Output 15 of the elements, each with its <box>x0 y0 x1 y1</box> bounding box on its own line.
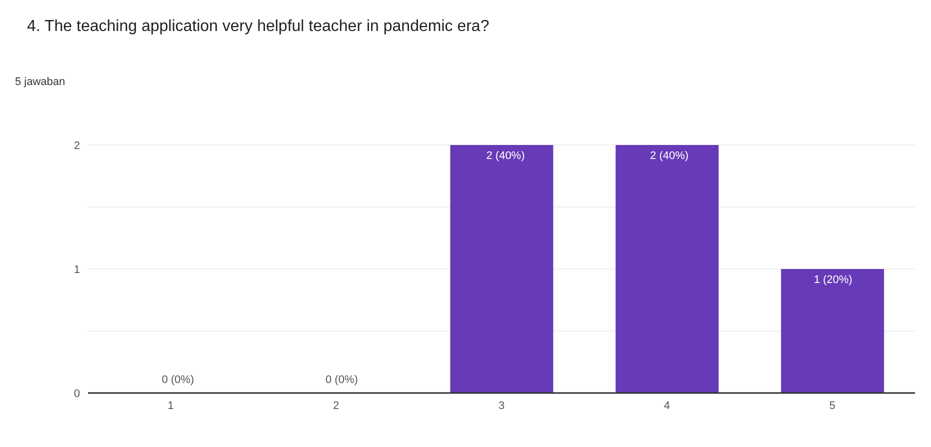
x-tick-label: 4 <box>664 400 670 412</box>
x-tick-label: 5 <box>829 400 836 412</box>
x-tick-label: 3 <box>498 400 505 412</box>
y-tick-label: 0 <box>74 388 80 400</box>
data-label: 0 (0%) <box>325 374 358 386</box>
data-label: 2 (40%) <box>650 150 689 162</box>
y-tick-label: 2 <box>74 140 80 152</box>
data-label: 0 (0%) <box>162 374 194 386</box>
chart-title: 4. The teaching application very helpful teacher in pandemic era? <box>27 18 490 36</box>
data-label: 1 (20%) <box>814 274 852 286</box>
y-tick-label: 1 <box>74 264 80 276</box>
data-label: 2 (40%) <box>486 150 525 162</box>
x-tick-label: 1 <box>168 400 174 412</box>
x-tick-label: 2 <box>333 400 340 412</box>
chart-subtitle: 5 jawaban <box>15 76 66 88</box>
